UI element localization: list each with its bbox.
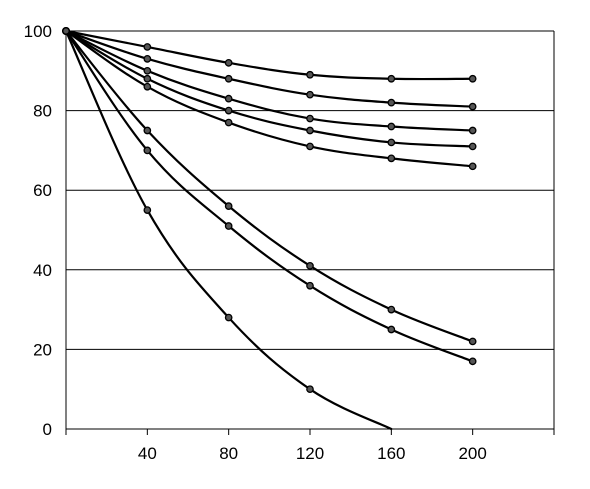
y-tick-label-0: 0 bbox=[43, 420, 52, 439]
series-1-point-80 bbox=[224, 58, 233, 67]
series-line-4 bbox=[64, 29, 474, 148]
series-8-point-80 bbox=[224, 313, 233, 322]
series-5-point-120 bbox=[306, 142, 314, 151]
series-layer bbox=[64, 29, 474, 431]
grid-layer bbox=[66, 30, 554, 350]
series-4-point-80 bbox=[224, 106, 233, 115]
y-tick-label-20: 20 bbox=[33, 340, 52, 359]
series-7-point-160 bbox=[387, 325, 396, 334]
y-tick-label-60: 60 bbox=[33, 181, 52, 200]
series-1-point-40 bbox=[143, 43, 152, 51]
tick-label-layer: 0 20 40 60 80 100 40 80 120 160 200 bbox=[24, 22, 487, 463]
series-line-7 bbox=[64, 29, 474, 363]
series-4-point-160 bbox=[387, 138, 396, 147]
series-6-point-200 bbox=[468, 337, 477, 346]
series-8-point-40 bbox=[143, 206, 152, 214]
series-8-point-120 bbox=[306, 385, 314, 394]
marker-layer bbox=[62, 27, 477, 394]
series-6-point-80 bbox=[224, 202, 233, 210]
series-line-2 bbox=[64, 29, 474, 108]
series-8-point-0 bbox=[62, 27, 70, 35]
x-tick-label-120: 120 bbox=[296, 444, 324, 463]
series-3-point-200 bbox=[468, 126, 477, 135]
series-1-point-120 bbox=[306, 70, 314, 79]
series-5-point-80 bbox=[224, 118, 233, 127]
series-1-point-160 bbox=[387, 74, 396, 83]
series-line-8 bbox=[64, 29, 393, 431]
series-line-5 bbox=[64, 29, 474, 168]
series-line-1 bbox=[64, 29, 474, 81]
series-2-point-160 bbox=[387, 98, 396, 107]
series-6-point-160 bbox=[387, 305, 396, 314]
y-tick-label-80: 80 bbox=[33, 102, 52, 121]
y-tick-label-100: 100 bbox=[24, 22, 52, 41]
series-6-point-120 bbox=[306, 261, 314, 270]
series-5-point-40 bbox=[143, 82, 152, 91]
series-2-point-120 bbox=[306, 90, 314, 99]
series-line-6 bbox=[64, 29, 474, 343]
series-2-point-40 bbox=[143, 55, 152, 63]
series-7-point-40 bbox=[143, 146, 152, 155]
series-7-point-120 bbox=[306, 281, 314, 290]
series-3-point-40 bbox=[143, 66, 152, 75]
series-2-point-80 bbox=[224, 74, 233, 83]
series-3-point-160 bbox=[387, 122, 396, 131]
series-1-point-200 bbox=[468, 74, 477, 83]
series-3-point-120 bbox=[306, 114, 314, 123]
x-tick-label-40: 40 bbox=[138, 444, 157, 463]
y-tick-label-40: 40 bbox=[33, 261, 52, 280]
series-4-point-120 bbox=[306, 126, 314, 135]
series-line-3 bbox=[64, 29, 474, 132]
series-3-point-80 bbox=[224, 94, 233, 103]
series-2-point-200 bbox=[468, 102, 477, 111]
series-7-point-80 bbox=[224, 222, 233, 230]
series-6-point-40 bbox=[143, 126, 152, 135]
series-5-point-200 bbox=[468, 162, 477, 171]
x-tick-label-200: 200 bbox=[458, 444, 486, 463]
x-tick-label-80: 80 bbox=[219, 444, 238, 463]
series-4-point-200 bbox=[468, 142, 477, 151]
x-tick-label-160: 160 bbox=[377, 444, 405, 463]
series-7-point-200 bbox=[468, 357, 477, 366]
series-4-point-40 bbox=[143, 74, 152, 83]
series-5-point-160 bbox=[387, 154, 396, 163]
axis-layer bbox=[65, 31, 555, 435]
